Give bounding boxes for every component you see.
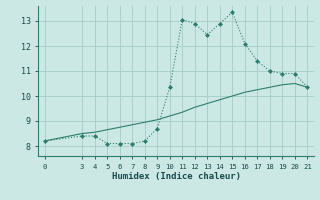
X-axis label: Humidex (Indice chaleur): Humidex (Indice chaleur) — [111, 172, 241, 181]
